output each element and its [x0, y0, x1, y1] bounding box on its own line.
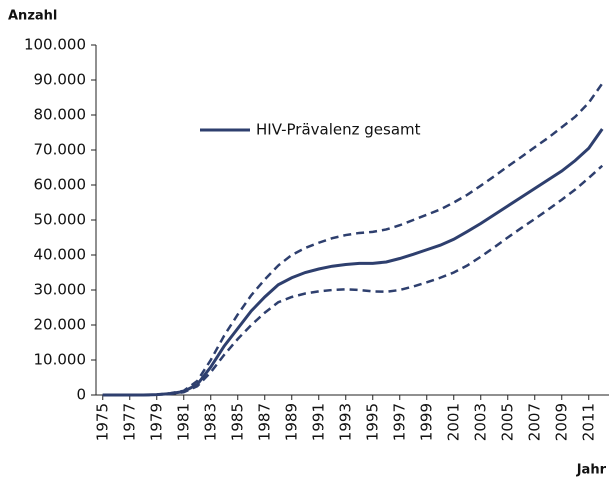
x-tick-label: 1979: [147, 403, 165, 441]
legend-label: HIV-Prävalenz gesamt: [256, 121, 421, 139]
x-axis-label: Jahr: [576, 463, 607, 478]
y-tick-label: 50.000: [34, 211, 87, 229]
x-tick-label: 1985: [228, 403, 246, 441]
x-tick-label: 2005: [498, 403, 516, 441]
y-tick-label: 40.000: [34, 246, 87, 264]
x-tick-label: 1991: [309, 403, 327, 441]
y-tick-label: 10.000: [34, 351, 87, 369]
y-tick-label: 70.000: [34, 141, 87, 159]
x-tick-label: 1981: [174, 403, 192, 441]
y-tick-label: 100.000: [24, 36, 86, 54]
y-tick-label: 30.000: [34, 281, 87, 299]
y-axis-label: Anzahl: [8, 9, 57, 24]
series-line: [102, 128, 604, 397]
x-tick-label: 1993: [336, 403, 354, 441]
x-tick-label: 2001: [444, 403, 462, 441]
x-tick-label: 1999: [417, 403, 435, 441]
x-tick-label: 2009: [552, 403, 570, 441]
x-tick-label: 1977: [120, 403, 138, 441]
x-tick-label: 1987: [255, 403, 273, 441]
y-tick-label: 20.000: [34, 316, 87, 334]
x-tick-label: 1975: [93, 403, 111, 441]
y-tick-label: 60.000: [34, 176, 87, 194]
x-tick-label: 1997: [390, 403, 408, 441]
x-tick-label: 1989: [282, 403, 300, 441]
series-line: [102, 164, 604, 397]
series-line: [102, 82, 604, 397]
x-tick-label: 1983: [201, 403, 219, 441]
y-tick-label: 80.000: [34, 106, 87, 124]
y-tick-label: 90.000: [34, 71, 87, 89]
x-tick-label: 2007: [525, 403, 543, 441]
x-tick-label: 2011: [579, 403, 597, 441]
y-tick-label: 0: [76, 386, 86, 404]
x-tick-label: 1995: [363, 403, 381, 441]
x-tick-label: 2003: [471, 403, 489, 441]
